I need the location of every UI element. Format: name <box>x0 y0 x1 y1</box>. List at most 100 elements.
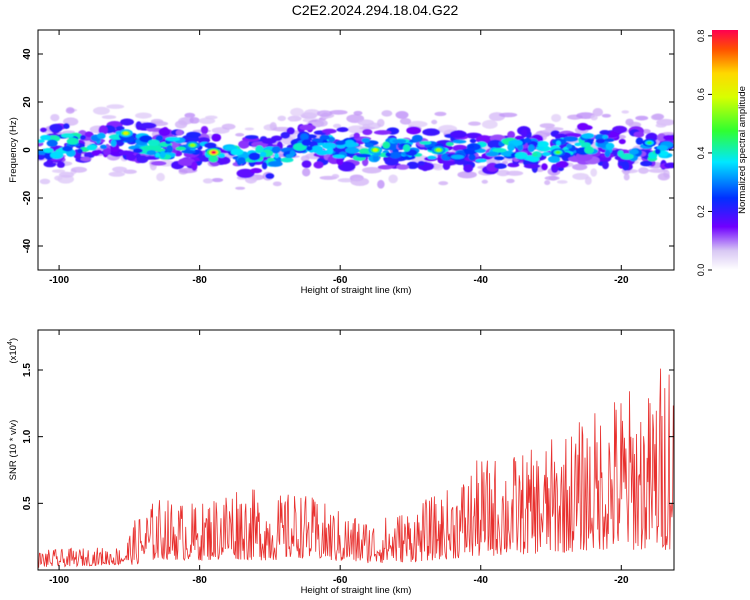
spectrogram-cell <box>272 181 282 187</box>
spectrogram-cell <box>110 139 117 147</box>
spectrogram-ylabel: Frequency (Hz) <box>8 117 19 182</box>
spectrogram-cell <box>377 118 385 128</box>
spectrogram-cell <box>261 161 268 170</box>
spectrogram-cell <box>120 118 135 126</box>
spectrogram-cell <box>315 119 328 127</box>
spectrogram-ytick-label: 40 <box>22 48 33 60</box>
spectrogram-cell <box>621 110 630 114</box>
spectrogram-cell <box>135 112 152 119</box>
spectrogram-marks <box>38 104 674 190</box>
spectrogram-cell <box>92 106 110 115</box>
spectrogram-cell <box>50 151 64 160</box>
spectrogram-cell <box>235 186 246 190</box>
snr-xtick-label: -80 <box>192 575 207 586</box>
spectrogram-cell <box>373 130 392 135</box>
spectrogram-cell <box>237 157 246 165</box>
snr-x-ticks: -100 -80 -60 -40 -20 <box>49 330 629 586</box>
spectrogram-cell <box>663 134 674 141</box>
spectrogram-cell <box>150 118 164 124</box>
colorbar-tick-label: 0.6 <box>696 88 706 101</box>
spectrogram-cell <box>438 181 449 186</box>
spectrogram-cell <box>574 142 582 147</box>
colorbar-label: Normalized spectral amplitude <box>737 86 748 214</box>
spectrogram-cell <box>402 144 411 152</box>
spectrogram-cell <box>301 139 312 147</box>
spectrogram-cell <box>350 177 370 186</box>
spectrogram-cell <box>138 122 157 129</box>
spectrogram-cell <box>197 137 211 144</box>
spectrogram-cell <box>449 130 467 139</box>
spectrogram-cell <box>481 119 498 129</box>
spectrogram-cell <box>50 113 60 122</box>
spectrogram-cell <box>595 138 606 144</box>
spectrogram-cell <box>290 107 304 117</box>
snr-multiplier-exponent: 4 <box>7 341 14 345</box>
spectrogram-cell <box>521 128 528 138</box>
spectrogram-cell <box>655 123 667 128</box>
snr-multiplier-close: ) <box>8 338 19 341</box>
snr-xlabel: Height of straight line (km) <box>301 585 412 596</box>
spectrogram-cell <box>321 128 337 134</box>
spectrogram-cell <box>656 145 669 151</box>
spectrogram-cell <box>541 163 548 171</box>
spectrogram-cell <box>427 155 437 160</box>
spectrogram-cell <box>506 178 515 184</box>
snr-multiplier-base: (x10 <box>8 345 19 363</box>
spectrogram-cell <box>507 143 515 152</box>
spectrogram-cell <box>299 124 316 131</box>
colorbar: 0.0 0.2 0.4 0.6 0.8 Normalized spectral ampl… <box>696 30 748 277</box>
spectrogram-cell <box>463 164 474 173</box>
spectrogram-cell <box>468 121 481 126</box>
spectrogram-cell <box>322 142 337 150</box>
spectrogram-cell <box>501 160 508 165</box>
spectrogram-cell <box>136 155 149 164</box>
spectrogram-cell <box>63 123 70 130</box>
spectrogram-cell <box>155 135 164 142</box>
spectrogram-cell <box>165 136 181 142</box>
spectrogram-cell <box>302 167 311 177</box>
spectrogram-cell <box>51 169 66 173</box>
spectrogram-xtick-label: -80 <box>192 275 207 286</box>
spectrogram-cell <box>392 139 407 144</box>
spectrogram-cell <box>395 111 409 119</box>
spectrogram-cell <box>602 134 609 139</box>
spectrogram-cell <box>112 166 128 173</box>
spectrogram-cell <box>356 153 372 158</box>
spectrogram-cell <box>377 179 385 189</box>
spectrogram-cell <box>166 145 174 153</box>
spectrogram-cell <box>319 134 330 140</box>
spectrogram-cell <box>601 113 612 118</box>
page-title: C2E2.2024.294.18.04.G22 <box>291 2 459 18</box>
spectrogram-cell <box>259 151 267 158</box>
spectrogram-cell <box>656 133 667 142</box>
spectrogram-peak <box>436 148 442 152</box>
spectrogram-cell <box>334 140 346 146</box>
spectrogram-ytick-label: 20 <box>22 96 33 108</box>
spectrogram-cell <box>468 144 474 149</box>
spectrogram-cell <box>147 139 160 147</box>
spectrogram-cell <box>523 137 532 144</box>
spectrogram-cell <box>333 123 342 129</box>
spectrogram-cell <box>306 146 313 151</box>
spectrogram-cell <box>362 128 373 136</box>
spectrogram-cell <box>106 104 125 109</box>
svg-text:(x104): (x104) <box>7 338 19 364</box>
snr-ytick-label: 1.5 <box>22 363 33 377</box>
snr-ylabel: SNR (10 * v/v) <box>8 420 19 481</box>
snr-xtick-label: -60 <box>333 575 348 586</box>
spectrogram-cell <box>103 147 111 156</box>
spectrogram-cell <box>576 112 596 119</box>
spectrogram-cell <box>316 149 329 156</box>
spectrogram-cell <box>329 109 348 115</box>
spectrogram-xlabel: Height of straight line (km) <box>301 285 412 296</box>
colorbar-gradient <box>712 30 738 270</box>
spectrogram-cell <box>180 149 196 154</box>
spectrogram-cell <box>43 147 54 154</box>
spectrogram-cell <box>39 178 51 185</box>
spectrogram-cell <box>80 156 92 162</box>
spectrogram-cell <box>361 137 371 143</box>
spectrogram-cell <box>492 148 507 153</box>
spectrogram-cell <box>396 164 410 170</box>
snr-ytick-label: 1.0 <box>22 429 33 443</box>
spectrogram-x-ticks: -100 -80 -60 -40 -20 <box>49 30 629 286</box>
